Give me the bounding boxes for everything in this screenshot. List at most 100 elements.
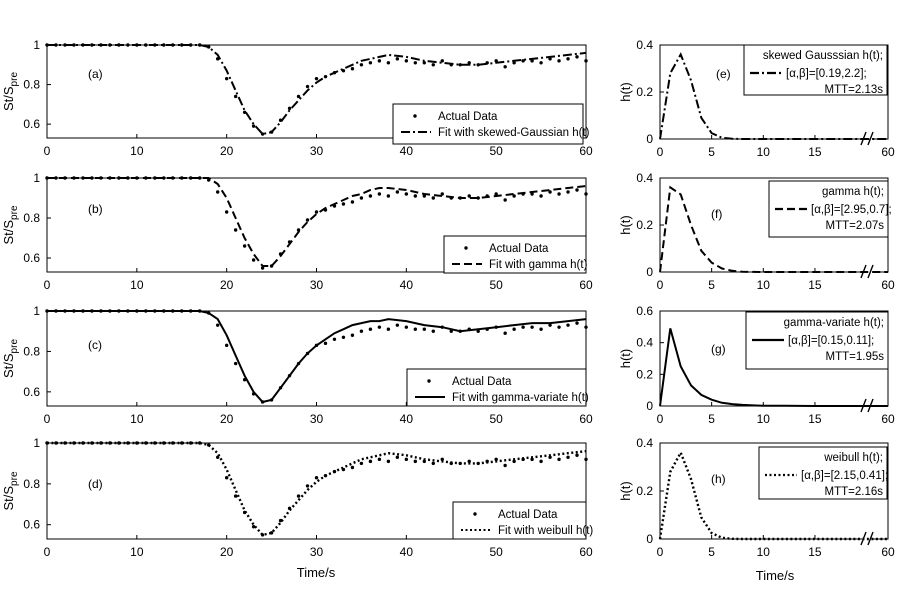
panel-a-data-point	[287, 106, 292, 111]
panel-g-legend-mtt: MTT=1.95s	[826, 351, 885, 363]
panel-f-x-tick-label: 0	[657, 278, 664, 292]
panel-a-data-point	[431, 63, 435, 67]
panel-a-data-point	[377, 59, 382, 63]
panel-d-data-point	[305, 484, 310, 488]
panel-c-data-point	[350, 333, 355, 337]
panel-d-data-point	[431, 461, 435, 466]
panel-b-data-point	[530, 192, 534, 196]
panel-e-axis-break-mark	[867, 131, 874, 146]
panel-c-data-point	[476, 329, 480, 333]
panel-d-y-tick-label: 0.8	[23, 477, 40, 491]
panel-b-x-tick-label: 0	[44, 278, 51, 292]
panel-c-x-tick-label: 50	[489, 412, 503, 426]
panel-d-data-point	[440, 457, 444, 462]
panel-d-data-point	[233, 494, 238, 498]
panel-a-legend-box	[392, 103, 584, 145]
panel-g-x-tick-label: 5	[708, 412, 715, 426]
panel-a-data-point	[521, 59, 525, 63]
panel-d-data-point	[314, 476, 319, 480]
panel-a-data-point	[90, 43, 94, 47]
panel-a-x-tick-label: 30	[310, 144, 324, 158]
panel-c-x-tick-label: 10	[130, 412, 144, 426]
panel-c-data-point	[368, 327, 373, 331]
panel-a-data-point	[503, 65, 507, 69]
panel-d-data-point	[404, 457, 409, 462]
panel-b-data-point	[557, 192, 561, 196]
panel-g-tag: (g)	[711, 342, 726, 356]
panel-d-data-point	[368, 459, 373, 464]
panel-h-legend-title: weibull h(t);	[823, 452, 883, 464]
panel-c-x-tick-label: 20	[220, 412, 234, 426]
panel-a-x-tick-label: 20	[220, 144, 234, 158]
panel-e-y-axis-label: h(t)	[618, 82, 633, 102]
panel-d-data-point	[251, 525, 256, 529]
panel-a-data-point	[566, 57, 570, 61]
panel-a-x-tick-label: 0	[44, 144, 51, 158]
panel-b-data-point	[368, 194, 373, 198]
panel-b-fit-line	[47, 177, 587, 267]
panel-d-data-point	[386, 459, 391, 464]
panel-e-y-tick-label: 0.4	[636, 38, 653, 52]
panel-e-tag: (e)	[716, 67, 731, 81]
panel-c-data-point	[341, 335, 346, 339]
panel-a-data-point	[584, 59, 588, 63]
panel-c-legend-marker-dot	[427, 379, 431, 383]
panel-e-y-tick-label: 0.2	[636, 85, 653, 99]
panel-g-x-tick-label: 60	[881, 412, 895, 426]
panel-e-legend-params: [α,β]=[0.19,2.2];	[786, 68, 867, 80]
panel-a-data-point	[413, 61, 418, 65]
panel-b-y-axis-label: St/Spre	[1, 205, 20, 244]
panel-b-x-tick-label: 30	[310, 278, 324, 292]
panel-c-data-point	[521, 325, 525, 329]
x-axis-label-left: Time/s	[297, 565, 336, 580]
panel-c-y-axis-label: St/Spre	[1, 339, 20, 378]
panel-d-x-tick-label: 30	[310, 545, 324, 559]
panel-g-axis-break-mask	[862, 398, 872, 412]
panel-a-x-tick-label: 60	[579, 144, 593, 158]
panel-c-tag: (c)	[88, 338, 102, 352]
panel-c-data-point	[359, 329, 364, 333]
panel-e-y-tick-label: 0	[646, 132, 653, 146]
panel-d-legend-marker-dot	[473, 512, 477, 516]
panel-a-data-point	[386, 61, 391, 65]
panel-d-y-tick-label: 0.6	[23, 518, 40, 532]
panel-a-fit-line	[47, 44, 587, 136]
panel-c-data-point	[233, 361, 238, 366]
panel-a-data-point	[72, 43, 76, 47]
panel-b-data-point	[431, 196, 435, 200]
panel-a-x-tick-label: 40	[400, 144, 414, 158]
panel-b-data-point	[350, 200, 355, 204]
panel-b-data-point	[503, 198, 507, 202]
panel-d-x-tick-label: 0	[44, 545, 51, 559]
panel-d-legend-box	[452, 501, 587, 540]
panel-c-data-point	[512, 327, 516, 331]
panel-d-x-tick-label: 10	[130, 545, 144, 559]
panel-a-y-tick-label: 0.8	[23, 78, 40, 92]
panel-b-data-point	[548, 190, 552, 194]
panel-c-data-point	[404, 325, 409, 329]
panel-b-data-point	[251, 258, 256, 262]
panel-a-data-point	[224, 76, 229, 81]
panel-d-data-point	[350, 465, 355, 470]
panel-h-legend-params: [α,β]=[2.15,0.41];	[801, 470, 888, 482]
panel-d-data-point	[557, 457, 561, 462]
panel-a-data-point	[557, 59, 561, 63]
panel-b-data-point	[242, 244, 247, 248]
panel-a-x-tick-label: 10	[130, 144, 144, 158]
panel-b-data-point	[233, 228, 238, 232]
panel-d-x-tick-label: 60	[579, 545, 593, 559]
panel-b-x-tick-label: 50	[489, 278, 503, 292]
panel-d-legend-label: Fit with weibull h(t)	[498, 525, 593, 537]
panel-b-y-tick-label: 0.6	[23, 251, 40, 265]
panel-c-data-point	[575, 321, 579, 325]
panel-d-tag: (d)	[88, 477, 103, 491]
panel-f-legend-mtt: MTT=2.07s	[826, 220, 885, 232]
panel-a-data-point	[359, 63, 364, 67]
panel-h-x-tick-label: 5	[708, 545, 715, 559]
panel-c-data-point	[431, 329, 435, 333]
panel-c-data-point	[422, 327, 426, 331]
panel-d-fit-line	[47, 441, 587, 537]
panel-f-x-tick-label: 10	[757, 278, 771, 292]
panel-f-x-tick-label: 15	[808, 278, 822, 292]
panel-c-data-point	[413, 327, 418, 331]
